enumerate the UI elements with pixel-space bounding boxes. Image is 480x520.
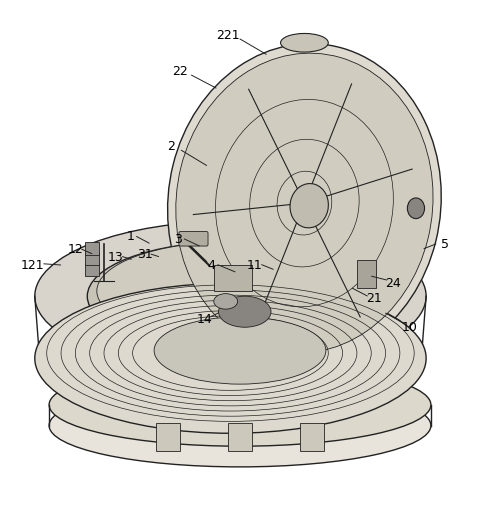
Ellipse shape — [35, 283, 426, 433]
Ellipse shape — [49, 384, 431, 467]
Ellipse shape — [290, 184, 328, 228]
Ellipse shape — [97, 242, 364, 340]
FancyBboxPatch shape — [357, 260, 376, 289]
FancyBboxPatch shape — [228, 423, 252, 451]
Ellipse shape — [218, 296, 271, 327]
Text: 5: 5 — [441, 238, 449, 251]
Text: 10: 10 — [401, 321, 417, 334]
FancyBboxPatch shape — [85, 263, 99, 276]
Text: 24: 24 — [385, 277, 401, 290]
Ellipse shape — [168, 44, 441, 362]
FancyBboxPatch shape — [85, 252, 99, 265]
FancyBboxPatch shape — [156, 423, 180, 451]
Text: 1: 1 — [126, 230, 134, 243]
Ellipse shape — [176, 53, 433, 353]
Text: 21: 21 — [366, 292, 382, 305]
Ellipse shape — [281, 33, 328, 52]
Text: 12: 12 — [68, 243, 83, 256]
Text: 121: 121 — [21, 258, 44, 271]
Ellipse shape — [154, 317, 326, 384]
Text: 4: 4 — [207, 258, 216, 271]
Text: 22: 22 — [172, 64, 188, 77]
Ellipse shape — [214, 294, 238, 309]
Ellipse shape — [408, 198, 424, 218]
Ellipse shape — [87, 242, 373, 350]
Ellipse shape — [35, 221, 426, 371]
Text: 2: 2 — [167, 140, 175, 153]
FancyBboxPatch shape — [214, 265, 252, 291]
Text: 221: 221 — [216, 29, 240, 42]
Text: 3: 3 — [174, 233, 182, 246]
Text: 11: 11 — [246, 258, 262, 271]
FancyBboxPatch shape — [179, 231, 208, 246]
FancyBboxPatch shape — [300, 423, 324, 451]
Text: 31: 31 — [137, 249, 153, 262]
Text: 14: 14 — [196, 313, 212, 326]
Ellipse shape — [49, 363, 431, 446]
Text: 13: 13 — [108, 251, 124, 264]
FancyBboxPatch shape — [85, 242, 99, 255]
